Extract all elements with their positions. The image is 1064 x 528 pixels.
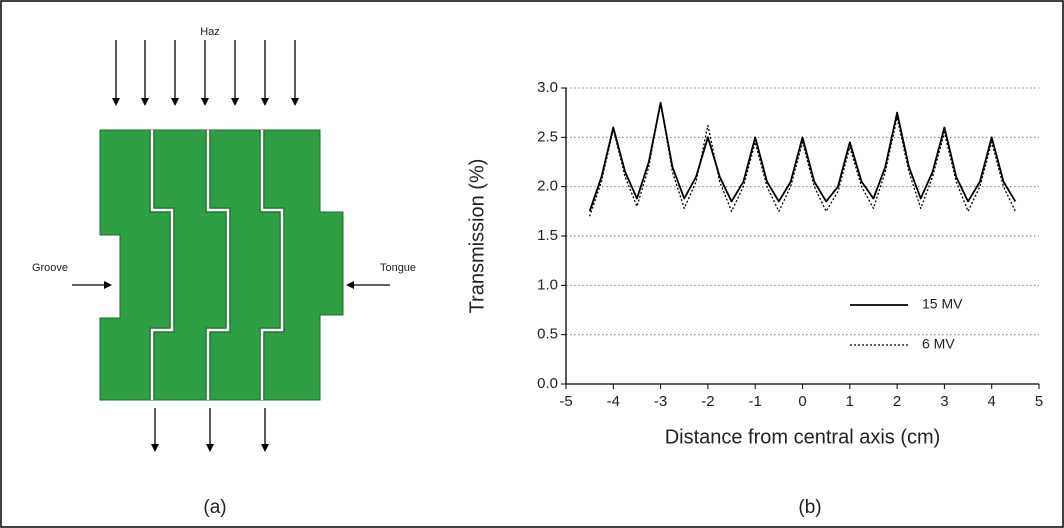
chart: 0.0 0.5 1.0 1.5 2.0 2.5 3.0 -5 -4 -3 -2 -1 0 1 2 3 4 5 Dis…	[466, 79, 1043, 448]
x-tick-label: 0	[798, 393, 806, 410]
y-tick-label: 0.0	[537, 375, 558, 392]
groove-label: Groove	[32, 262, 68, 274]
x-tick-label: 2	[893, 393, 901, 410]
caption-b: (b)	[798, 497, 821, 518]
leaf-bank	[99, 129, 344, 401]
tongue-label: Tongue	[380, 262, 416, 274]
y-tick-label: 1.5	[537, 227, 558, 244]
y-tick-label: 0.5	[537, 326, 558, 343]
x-tick-label: -2	[701, 393, 714, 410]
mlc-diagram: Haz Groove Tongue (a)	[32, 26, 416, 518]
x-axis-label: Distance from central axis (cm)	[665, 426, 941, 448]
y-tick-label: 2.5	[537, 128, 558, 145]
x-tick-label: 3	[940, 393, 948, 410]
leaf-gaps	[149, 130, 285, 400]
series-line	[589, 102, 1016, 217]
beam-label: Haz	[200, 26, 220, 38]
x-tick-label: 5	[1035, 393, 1043, 410]
x-tick-label: 1	[846, 393, 854, 410]
y-axis-label: Transmission (%)	[466, 159, 488, 314]
y-tick-label: 3.0	[537, 79, 558, 96]
legend-label: 15 MV	[922, 296, 963, 312]
caption-a: (a)	[203, 497, 226, 518]
x-tick-label: -3	[654, 393, 667, 410]
y-tick-label: 1.0	[537, 276, 558, 293]
arrow-heads	[104, 98, 354, 452]
x-tick-label: -5	[559, 393, 572, 410]
x-tick-label: 4	[988, 393, 996, 410]
x-tick-label: -1	[749, 393, 762, 410]
x-tick-label: -4	[607, 393, 620, 410]
y-tick-label: 2.0	[537, 178, 558, 195]
beam-arrows	[72, 40, 390, 448]
legend-label: 6 MV	[922, 336, 955, 352]
